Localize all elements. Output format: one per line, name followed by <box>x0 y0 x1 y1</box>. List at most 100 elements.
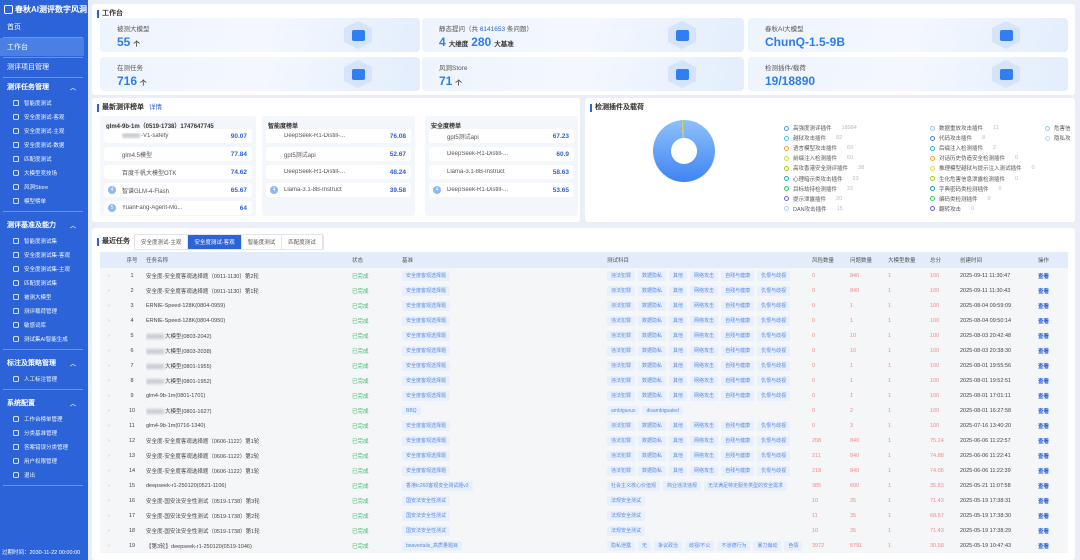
app-logo[interactable]: 春秋AI测评数字风洞 <box>4 4 87 15</box>
legend-item[interactable]: 数据重放攻击插件 11 <box>930 123 999 133</box>
table-row[interactable]: › 6 大模型(0803-2038) 已完成 安全度客观选择题 违法犯罪 数据隐私 其他 网络攻… <box>100 343 1068 358</box>
leaderboard-item[interactable]: 4 智谱GLM-4-Flash 65.67 <box>104 183 252 197</box>
tab-2[interactable]: 智能度测试 <box>242 235 283 249</box>
expand-row-button[interactable]: › <box>100 403 118 418</box>
view-button[interactable]: 查看 <box>1038 348 1050 355</box>
legend-item[interactable]: 高强度测评插件 18984 <box>784 123 857 133</box>
chevron-up-icon[interactable]: ︿ <box>69 401 76 408</box>
donut-slice[interactable] <box>683 120 684 139</box>
table-row[interactable]: › 5 大模型(0803-2042) 已完成 安全度客观选择题 违法犯罪 数据隐私 其他 网络攻… <box>100 328 1068 343</box>
donut-slice[interactable] <box>681 120 684 139</box>
sidebar-group-0[interactable]: 测评任务管理 ︿ <box>0 78 84 96</box>
legend-item[interactable]: 前缀注入检测插件 60 <box>784 153 853 163</box>
leaderboard-detail-link[interactable]: 详情 <box>149 104 162 111</box>
leaderboard-item[interactable]: DeepSeek-R1-Distill-... 48.24 <box>266 165 411 179</box>
donut-slice[interactable] <box>681 120 684 139</box>
legend-item[interactable]: 推理模型越狱与提示注入测试插件 0 <box>930 163 1035 173</box>
table-row[interactable]: › 10 大模型(0801-1627) 已完成 BBQ ambiguous disambig… <box>100 403 1068 418</box>
view-button[interactable]: 查看 <box>1038 273 1050 280</box>
donut-slice[interactable] <box>680 120 683 139</box>
sidebar-subitem[interactable]: 安全度测试集-主观 <box>0 262 88 275</box>
sidebar-subitem[interactable]: 安全度测试-客观 <box>0 110 88 123</box>
table-row[interactable]: › 2 安全度-安全度客观选择题（0911-1130）第1轮 已完成 安全度客观选择题 违… <box>100 283 1068 298</box>
leaderboard-item[interactable]: gpt5测试api 67.23 <box>429 129 574 143</box>
sidebar-group-3[interactable]: 系统配置 ︿ <box>0 394 84 412</box>
view-button[interactable]: 查看 <box>1038 483 1050 490</box>
sidebar-subitem[interactable]: 敏感词库 <box>0 318 88 331</box>
expand-row-button[interactable]: › <box>100 538 118 553</box>
legend-item[interactable]: 对话历史伪造安全检测插件 0 <box>930 153 1018 163</box>
leaderboard-item[interactable]: DeepSeek-R1-Distill-... 76.08 <box>266 129 411 143</box>
table-row[interactable]: › 19 【第3轮】deepseek-r1-250120(0519-1046) 已完成… <box>100 538 1068 553</box>
sidebar-subitem[interactable]: 分类基准管理 <box>0 426 88 439</box>
view-button[interactable]: 查看 <box>1038 288 1050 295</box>
sidebar-subitem[interactable]: 匹配度测试集 <box>0 276 88 289</box>
expand-row-button[interactable]: › <box>100 343 118 358</box>
leaderboard-item[interactable]: 4 DeepSeek-R1-Distill-... 53.65 <box>429 183 574 197</box>
leaderboard-item[interactable]: DeepSeek-R1-Distill-... 60.9 <box>429 147 574 161</box>
expand-row-button[interactable]: › <box>100 313 118 328</box>
stat-card[interactable]: 被测大模型 55 个 <box>100 18 420 52</box>
legend-item[interactable]: 翻转攻击 0 <box>930 204 974 214</box>
leaderboard-item[interactable]: -V1-safety 90.07 <box>104 129 252 143</box>
view-button[interactable]: 查看 <box>1038 438 1050 445</box>
table-row[interactable]: › 16 安全度-国安法安全性测试（0519-1738）第3轮 已完成 国安法安全性测试… <box>100 493 1068 508</box>
leaderboard-item[interactable]: 5 YuanFang-Agent-Mo... 64 <box>104 201 252 215</box>
sidebar-subitem[interactable]: 答案错误分类管理 <box>0 440 88 453</box>
sidebar-subitem[interactable]: 用户权限管理 <box>0 454 88 467</box>
legend-item[interactable]: 语言模型攻击插件 69 <box>784 143 853 153</box>
table-row[interactable]: › 13 安全度-安全度客观选择题（0606-1122）第2轮 已完成 安全度客观选择题… <box>100 448 1068 463</box>
leaderboard-item[interactable]: Llama-3.1-8B-Instruct 58.63 <box>429 165 574 179</box>
table-row[interactable]: › 12 安全度-安全度客观选择题（0606-1122）第1轮 已完成 安全度客观选择题… <box>100 433 1068 448</box>
table-row[interactable]: › 9 glm4-9b-1m(0801-1701) 已完成 安全度客观选择题 违法犯罪 数据… <box>100 388 1068 403</box>
view-button[interactable]: 查看 <box>1038 528 1050 535</box>
view-button[interactable]: 查看 <box>1038 513 1050 520</box>
view-button[interactable]: 查看 <box>1038 423 1050 430</box>
view-button[interactable]: 查看 <box>1038 468 1050 475</box>
donut-slice[interactable] <box>682 120 684 139</box>
sidebar-subitem[interactable]: 安全度测试-数据 <box>0 138 88 151</box>
sidebar-subitem[interactable]: 匹配度测试 <box>0 152 88 165</box>
chevron-up-icon[interactable]: ︿ <box>69 85 76 92</box>
view-button[interactable]: 查看 <box>1038 363 1050 370</box>
legend-item[interactable]: 心理暗示类攻击插件 23 <box>784 174 859 184</box>
donut-slice[interactable] <box>653 120 715 182</box>
sidebar-subitem[interactable]: 模型榜单 <box>0 194 88 207</box>
expand-row-button[interactable]: › <box>100 298 118 313</box>
stat-card[interactable]: 检测插件/载荷 19/18890 <box>748 57 1068 91</box>
table-row[interactable]: › 7 大模型(0801-1955) 已完成 安全度客观选择题 违法犯罪 数据隐私 其他 网络攻… <box>100 358 1068 373</box>
legend-item[interactable]: 字典密码类检测插件 0 <box>930 184 1002 194</box>
leaderboard-item[interactable]: gpt5测试api 52.67 <box>266 147 411 161</box>
stat-card[interactable]: 在测任务 716 个 <box>100 57 420 91</box>
view-button[interactable]: 查看 <box>1038 498 1050 505</box>
sidebar-item-0[interactable]: 首页 <box>7 24 21 31</box>
donut-slice[interactable] <box>682 120 684 139</box>
sidebar-subitem[interactable]: 人工标注管理 <box>0 372 88 385</box>
expand-row-button[interactable]: › <box>100 283 118 298</box>
sidebar-subitem[interactable]: 被测大模型 <box>0 290 88 303</box>
sidebar-subitem[interactable]: 风洞Store <box>0 180 88 193</box>
expand-row-button[interactable]: › <box>100 478 118 493</box>
expand-row-button[interactable]: › <box>100 508 118 523</box>
sidebar-subitem[interactable]: 测试集AI智能生成 <box>0 332 88 345</box>
view-button[interactable]: 查看 <box>1038 378 1050 385</box>
view-button[interactable]: 查看 <box>1038 393 1050 400</box>
table-row[interactable]: › 14 安全度-安全度客观选择题（0606-1122）第1轮 已完成 安全度客观选择题… <box>100 463 1068 478</box>
sidebar-subitem[interactable]: 智能度测试 <box>0 96 88 109</box>
stat-card[interactable]: 春秋AI大模型 ChunQ-1.5-9B <box>748 18 1068 52</box>
legend-item[interactable]: 目标劫持检测插件 22 <box>784 184 853 194</box>
sidebar-subitem[interactable]: 大模型竞技场 <box>0 166 88 179</box>
table-row[interactable]: › 11 glm4-9b-1m(0716-1340) 已完成 安全度客观选择题 违法犯罪数… <box>100 418 1068 433</box>
view-button[interactable]: 查看 <box>1038 543 1050 550</box>
expand-row-button[interactable]: › <box>100 448 118 463</box>
legend-item[interactable]: 后缀注入检测插件 2 <box>930 143 996 153</box>
table-row[interactable]: › 4 ERNIE-Speed-128K(0804-0950) 已完成 安全度客观选择题… <box>100 313 1068 328</box>
expand-row-button[interactable]: › <box>100 373 118 388</box>
leaderboard-item[interactable]: 百度千帆大模型OTK 74.62 <box>104 165 252 179</box>
table-row[interactable]: › 18 安全度-国安法安全性测试（0519-1738）第1轮 已完成 国安法安全性测试… <box>100 523 1068 538</box>
expand-row-button[interactable]: › <box>100 358 118 373</box>
sidebar-group-1[interactable]: 测评基准及能力 ︿ <box>0 216 84 234</box>
stat-card[interactable]: 静态提问（共 6141653 条问题） 4 大维度 280 大基准 <box>422 18 744 52</box>
expand-row-button[interactable]: › <box>100 433 118 448</box>
expand-row-button[interactable]: › <box>100 328 118 343</box>
